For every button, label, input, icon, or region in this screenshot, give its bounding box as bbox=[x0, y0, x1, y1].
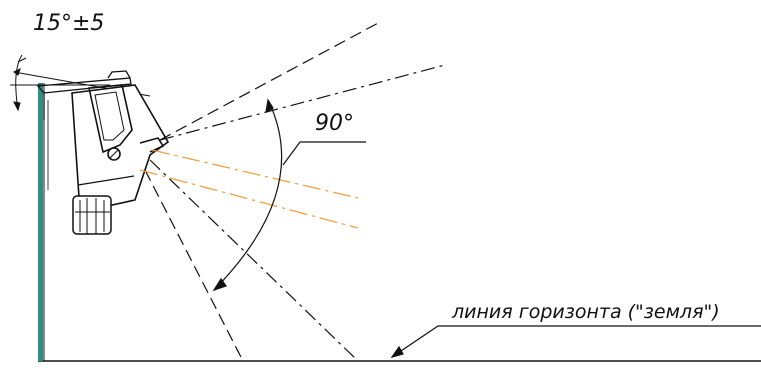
cone-upper-edge bbox=[159, 21, 381, 141]
sensor-housing bbox=[71, 84, 170, 213]
horizon-label: линия горизонта ("земля") bbox=[451, 301, 720, 323]
tilt-angle-dimension bbox=[10, 54, 110, 112]
cone-lower-edge bbox=[144, 169, 244, 362]
beam-angle-dimension bbox=[212, 98, 366, 292]
cone-lower-axis bbox=[149, 159, 359, 362]
wall bbox=[38, 83, 49, 361]
cone-upper-axis bbox=[159, 64, 446, 141]
cable-gland bbox=[72, 195, 112, 235]
beam-angle-label: 90° bbox=[315, 111, 354, 136]
horizon-leader bbox=[390, 325, 761, 359]
tilt-angle-label: 15°±5 bbox=[33, 11, 104, 36]
beam-axis-lines bbox=[139, 149, 359, 229]
detection-cone bbox=[144, 21, 446, 362]
